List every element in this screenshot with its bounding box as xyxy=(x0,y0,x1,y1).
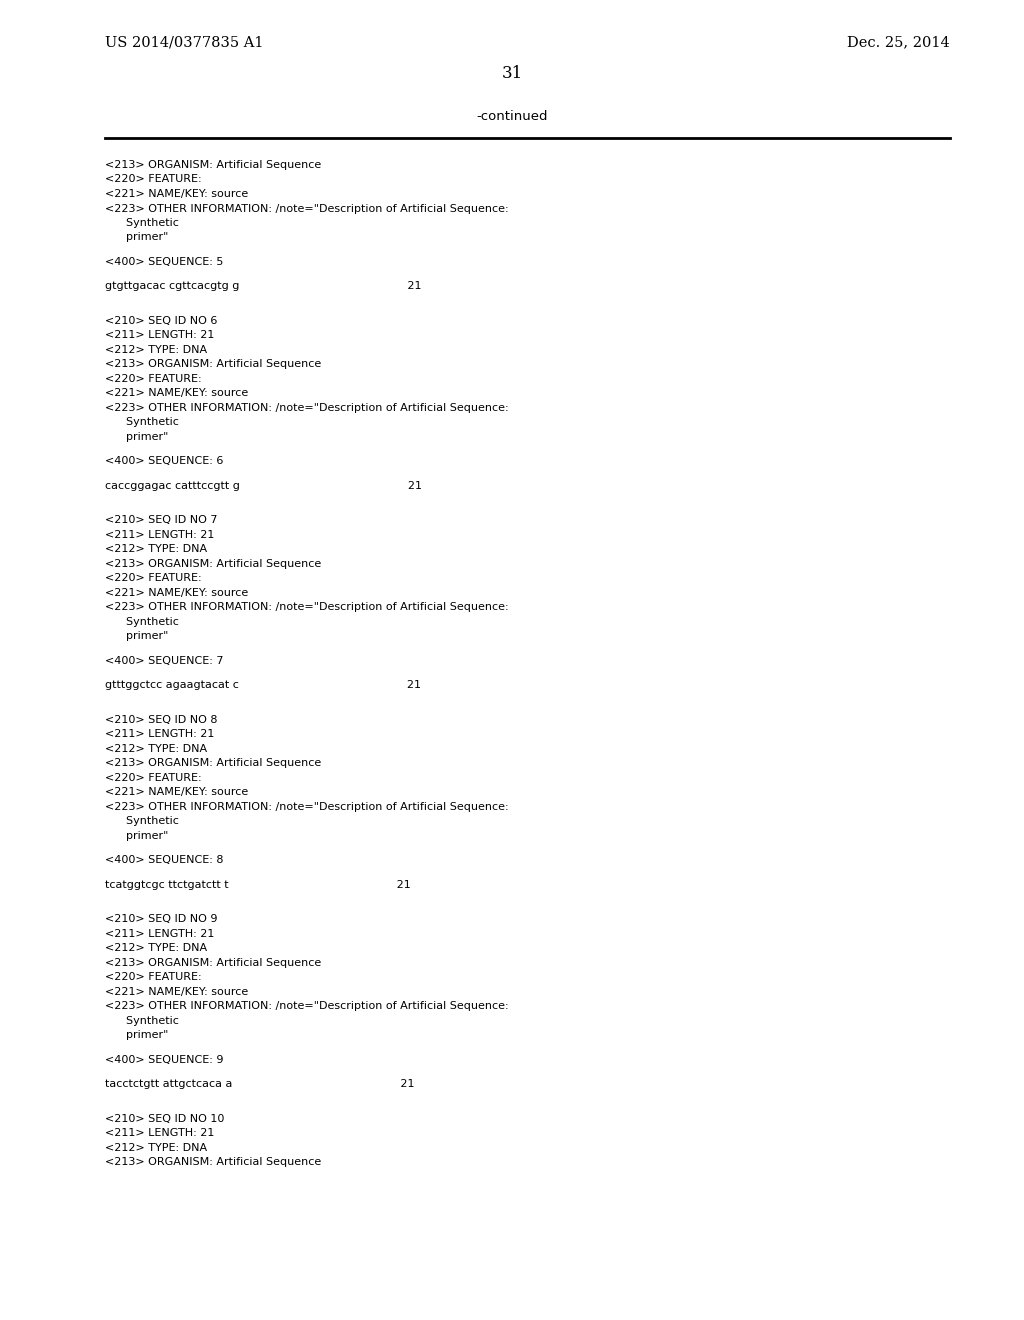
Text: <221> NAME/KEY: source: <221> NAME/KEY: source xyxy=(105,189,248,199)
Text: <223> OTHER INFORMATION: /note="Description of Artificial Sequence:: <223> OTHER INFORMATION: /note="Descript… xyxy=(105,602,509,612)
Text: <213> ORGANISM: Artificial Sequence: <213> ORGANISM: Artificial Sequence xyxy=(105,359,322,370)
Text: <400> SEQUENCE: 8: <400> SEQUENCE: 8 xyxy=(105,855,223,866)
Text: <211> LENGTH: 21: <211> LENGTH: 21 xyxy=(105,929,214,939)
Text: <400> SEQUENCE: 6: <400> SEQUENCE: 6 xyxy=(105,457,223,466)
Text: <210> SEQ ID NO 7: <210> SEQ ID NO 7 xyxy=(105,516,217,525)
Text: gtttggctcc agaagtacat c                                                21: gtttggctcc agaagtacat c 21 xyxy=(105,681,421,690)
Text: <212> TYPE: DNA: <212> TYPE: DNA xyxy=(105,345,207,355)
Text: <220> FEATURE:: <220> FEATURE: xyxy=(105,973,202,982)
Text: Synthetic: Synthetic xyxy=(105,616,179,627)
Text: primer": primer" xyxy=(105,232,168,243)
Text: <213> ORGANISM: Artificial Sequence: <213> ORGANISM: Artificial Sequence xyxy=(105,558,322,569)
Text: <400> SEQUENCE: 7: <400> SEQUENCE: 7 xyxy=(105,656,223,667)
Text: Dec. 25, 2014: Dec. 25, 2014 xyxy=(847,36,950,49)
Text: primer": primer" xyxy=(105,432,168,442)
Text: <212> TYPE: DNA: <212> TYPE: DNA xyxy=(105,544,207,554)
Text: <400> SEQUENCE: 5: <400> SEQUENCE: 5 xyxy=(105,257,223,267)
Text: 31: 31 xyxy=(502,65,522,82)
Text: <210> SEQ ID NO 8: <210> SEQ ID NO 8 xyxy=(105,715,217,725)
Text: <211> LENGTH: 21: <211> LENGTH: 21 xyxy=(105,730,214,739)
Text: <210> SEQ ID NO 9: <210> SEQ ID NO 9 xyxy=(105,915,217,924)
Text: Synthetic: Synthetic xyxy=(105,218,179,228)
Text: tacctctgtt attgctcaca a                                                21: tacctctgtt attgctcaca a 21 xyxy=(105,1080,415,1089)
Text: <221> NAME/KEY: source: <221> NAME/KEY: source xyxy=(105,788,248,797)
Text: caccggagac catttccgtt g                                                21: caccggagac catttccgtt g 21 xyxy=(105,480,422,491)
Text: gtgttgacac cgttcacgtg g                                                21: gtgttgacac cgttcacgtg g 21 xyxy=(105,281,422,292)
Text: <213> ORGANISM: Artificial Sequence: <213> ORGANISM: Artificial Sequence xyxy=(105,958,322,968)
Text: Synthetic: Synthetic xyxy=(105,417,179,428)
Text: <220> FEATURE:: <220> FEATURE: xyxy=(105,374,202,384)
Text: <213> ORGANISM: Artificial Sequence: <213> ORGANISM: Artificial Sequence xyxy=(105,160,322,170)
Text: <220> FEATURE:: <220> FEATURE: xyxy=(105,573,202,583)
Text: <221> NAME/KEY: source: <221> NAME/KEY: source xyxy=(105,587,248,598)
Text: <223> OTHER INFORMATION: /note="Description of Artificial Sequence:: <223> OTHER INFORMATION: /note="Descript… xyxy=(105,803,509,812)
Text: <211> LENGTH: 21: <211> LENGTH: 21 xyxy=(105,1129,214,1138)
Text: primer": primer" xyxy=(105,832,168,841)
Text: <210> SEQ ID NO 10: <210> SEQ ID NO 10 xyxy=(105,1114,224,1125)
Text: <211> LENGTH: 21: <211> LENGTH: 21 xyxy=(105,531,214,540)
Text: Synthetic: Synthetic xyxy=(105,1016,179,1026)
Text: Synthetic: Synthetic xyxy=(105,817,179,826)
Text: <212> TYPE: DNA: <212> TYPE: DNA xyxy=(105,1143,207,1152)
Text: <220> FEATURE:: <220> FEATURE: xyxy=(105,774,202,783)
Text: <212> TYPE: DNA: <212> TYPE: DNA xyxy=(105,944,207,953)
Text: <223> OTHER INFORMATION: /note="Description of Artificial Sequence:: <223> OTHER INFORMATION: /note="Descript… xyxy=(105,403,509,413)
Text: primer": primer" xyxy=(105,1031,168,1040)
Text: <212> TYPE: DNA: <212> TYPE: DNA xyxy=(105,744,207,754)
Text: <221> NAME/KEY: source: <221> NAME/KEY: source xyxy=(105,388,248,399)
Text: <221> NAME/KEY: source: <221> NAME/KEY: source xyxy=(105,987,248,997)
Text: <223> OTHER INFORMATION: /note="Description of Artificial Sequence:: <223> OTHER INFORMATION: /note="Descript… xyxy=(105,1002,509,1011)
Text: -continued: -continued xyxy=(476,110,548,123)
Text: <210> SEQ ID NO 6: <210> SEQ ID NO 6 xyxy=(105,315,217,326)
Text: <213> ORGANISM: Artificial Sequence: <213> ORGANISM: Artificial Sequence xyxy=(105,759,322,768)
Text: primer": primer" xyxy=(105,631,168,642)
Text: US 2014/0377835 A1: US 2014/0377835 A1 xyxy=(105,36,263,49)
Text: <223> OTHER INFORMATION: /note="Description of Artificial Sequence:: <223> OTHER INFORMATION: /note="Descript… xyxy=(105,203,509,214)
Text: tcatggtcgc ttctgatctt t                                                21: tcatggtcgc ttctgatctt t 21 xyxy=(105,880,411,890)
Text: <400> SEQUENCE: 9: <400> SEQUENCE: 9 xyxy=(105,1055,223,1065)
Text: <220> FEATURE:: <220> FEATURE: xyxy=(105,174,202,185)
Text: <211> LENGTH: 21: <211> LENGTH: 21 xyxy=(105,330,214,341)
Text: <213> ORGANISM: Artificial Sequence: <213> ORGANISM: Artificial Sequence xyxy=(105,1158,322,1167)
